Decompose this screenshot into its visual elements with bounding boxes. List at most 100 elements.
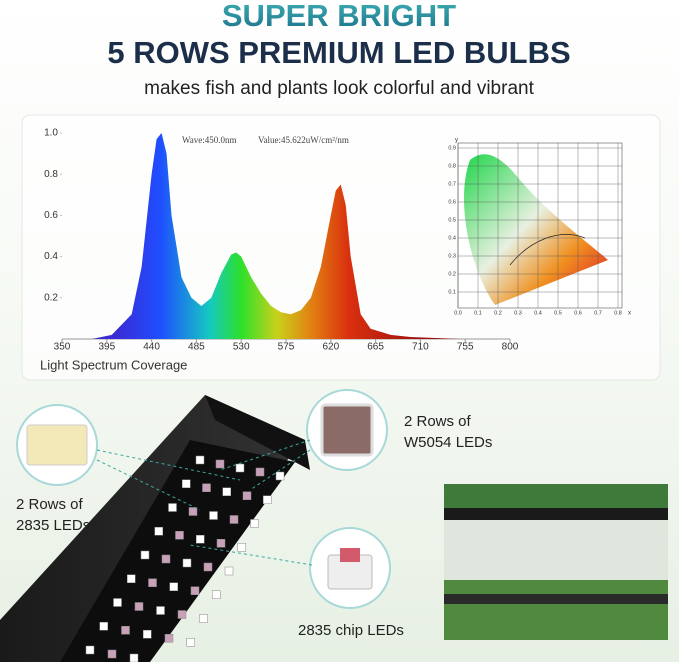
led	[250, 519, 259, 528]
x-tick-label: 665	[367, 342, 384, 353]
led	[127, 574, 136, 583]
cie-x-tick: 0.1	[474, 310, 482, 316]
cie-x-tick: 0.4	[534, 310, 542, 316]
cie-x-tick: 0.7	[594, 310, 602, 316]
x-tick-label: 800	[502, 342, 519, 353]
led	[216, 539, 226, 548]
plants-bottom	[444, 580, 668, 640]
cie-diagram: y x 0.9 0.8 0.7 0.6 0.5 0.4 0.3 0.2 0.1 0.0 0.1 0.2…	[448, 138, 631, 317]
led	[143, 630, 152, 639]
cie-x-tick: 0.2	[494, 310, 502, 316]
led-5054-icon	[320, 403, 374, 457]
led	[169, 582, 178, 591]
led	[175, 531, 184, 540]
readout-value: Value:45.622uW/cm²/nm	[258, 135, 349, 145]
cie-x-tick: 0.5	[554, 310, 562, 316]
led	[177, 610, 187, 619]
aquarium-photo	[444, 484, 668, 640]
led	[85, 645, 95, 655]
x-tick-label: 710	[412, 342, 429, 353]
led	[195, 455, 205, 465]
led	[222, 487, 231, 496]
led	[202, 483, 211, 492]
y-tick-label: 0.6	[44, 210, 58, 221]
glass-glow	[444, 520, 668, 580]
cie-x-tick: 0.3	[514, 310, 522, 316]
chip-emitter	[340, 548, 360, 562]
led	[203, 562, 213, 572]
led	[154, 527, 163, 536]
x-tick-label: 755	[457, 342, 474, 353]
cie-y-tick: 0.1	[448, 289, 456, 295]
spectrum-area	[62, 133, 510, 339]
cie-y-tick: 0.9	[448, 145, 456, 151]
title: SUPER BRIGHT	[222, 0, 456, 33]
led	[199, 614, 208, 623]
cie-y-tick: 0.4	[448, 235, 456, 241]
callout-text: 2 Rows of	[404, 413, 472, 430]
cie-y-tick: 0.3	[448, 253, 456, 259]
y-tick-label: 1.0	[44, 128, 58, 139]
x-tick-label: 620	[322, 342, 339, 353]
y-tick-label: 0.8	[44, 169, 58, 180]
led	[255, 467, 265, 477]
x-tick-label: 395	[98, 342, 115, 353]
headline: 5 ROWS PREMIUM LED BULBS	[107, 35, 570, 70]
led	[209, 511, 218, 520]
led-2835-icon	[26, 424, 88, 466]
led	[242, 491, 252, 500]
led	[275, 471, 285, 481]
cie-y-tick: 0.7	[448, 181, 456, 187]
cie-x-tick: 0.6	[574, 310, 582, 316]
led	[229, 515, 239, 524]
led	[99, 622, 108, 631]
callout-text: 2835 chip LEDs	[298, 622, 404, 639]
led	[196, 535, 205, 544]
cie-y-tick: 0.6	[448, 199, 456, 205]
cie-x-tick: 0.0	[454, 310, 462, 316]
x-tick-label: 530	[233, 342, 250, 353]
led	[182, 479, 191, 488]
led	[215, 459, 225, 469]
light-bar	[444, 508, 668, 520]
cie-y-tick: 0.2	[448, 271, 456, 277]
spectrum-chart: Wave:450.0nm Value:45.622uW/cm²/nm Light…	[40, 128, 519, 373]
x-tick-label: 350	[54, 342, 71, 353]
callout-text: 2835 LEDs	[16, 517, 90, 534]
rail	[444, 594, 668, 604]
led	[113, 598, 122, 607]
bar-end	[205, 395, 310, 470]
led	[107, 649, 117, 659]
led	[182, 558, 192, 568]
led	[164, 634, 174, 643]
cie-y-label: y	[455, 138, 458, 144]
led	[224, 566, 234, 576]
y-tick-label: 0.2	[44, 292, 58, 303]
led	[121, 626, 130, 635]
x-tick-label: 575	[278, 342, 295, 353]
led	[263, 495, 272, 504]
led	[186, 638, 195, 647]
callout-text: W5054 LEDs	[404, 434, 492, 451]
chart-caption: Light Spectrum Coverage	[40, 357, 187, 372]
led	[134, 602, 144, 611]
led-dots	[85, 455, 285, 662]
led	[190, 586, 200, 595]
led	[212, 590, 221, 599]
cie-x-tick: 0.8	[614, 310, 622, 316]
cie-x-label: x	[628, 311, 631, 317]
y-tick-label: 0.4	[44, 251, 58, 262]
led	[188, 507, 198, 516]
led	[140, 550, 150, 560]
readout-wave: Wave:450.0nm	[182, 135, 237, 145]
planckian-locus	[509, 234, 586, 266]
led	[235, 463, 245, 473]
cie-y-tick: 0.8	[448, 163, 456, 169]
led	[148, 578, 157, 587]
callout-text: 2 Rows of	[16, 496, 84, 513]
plants-top	[444, 484, 668, 512]
led	[156, 606, 165, 615]
led	[161, 554, 171, 564]
cie-gamut	[464, 154, 608, 305]
